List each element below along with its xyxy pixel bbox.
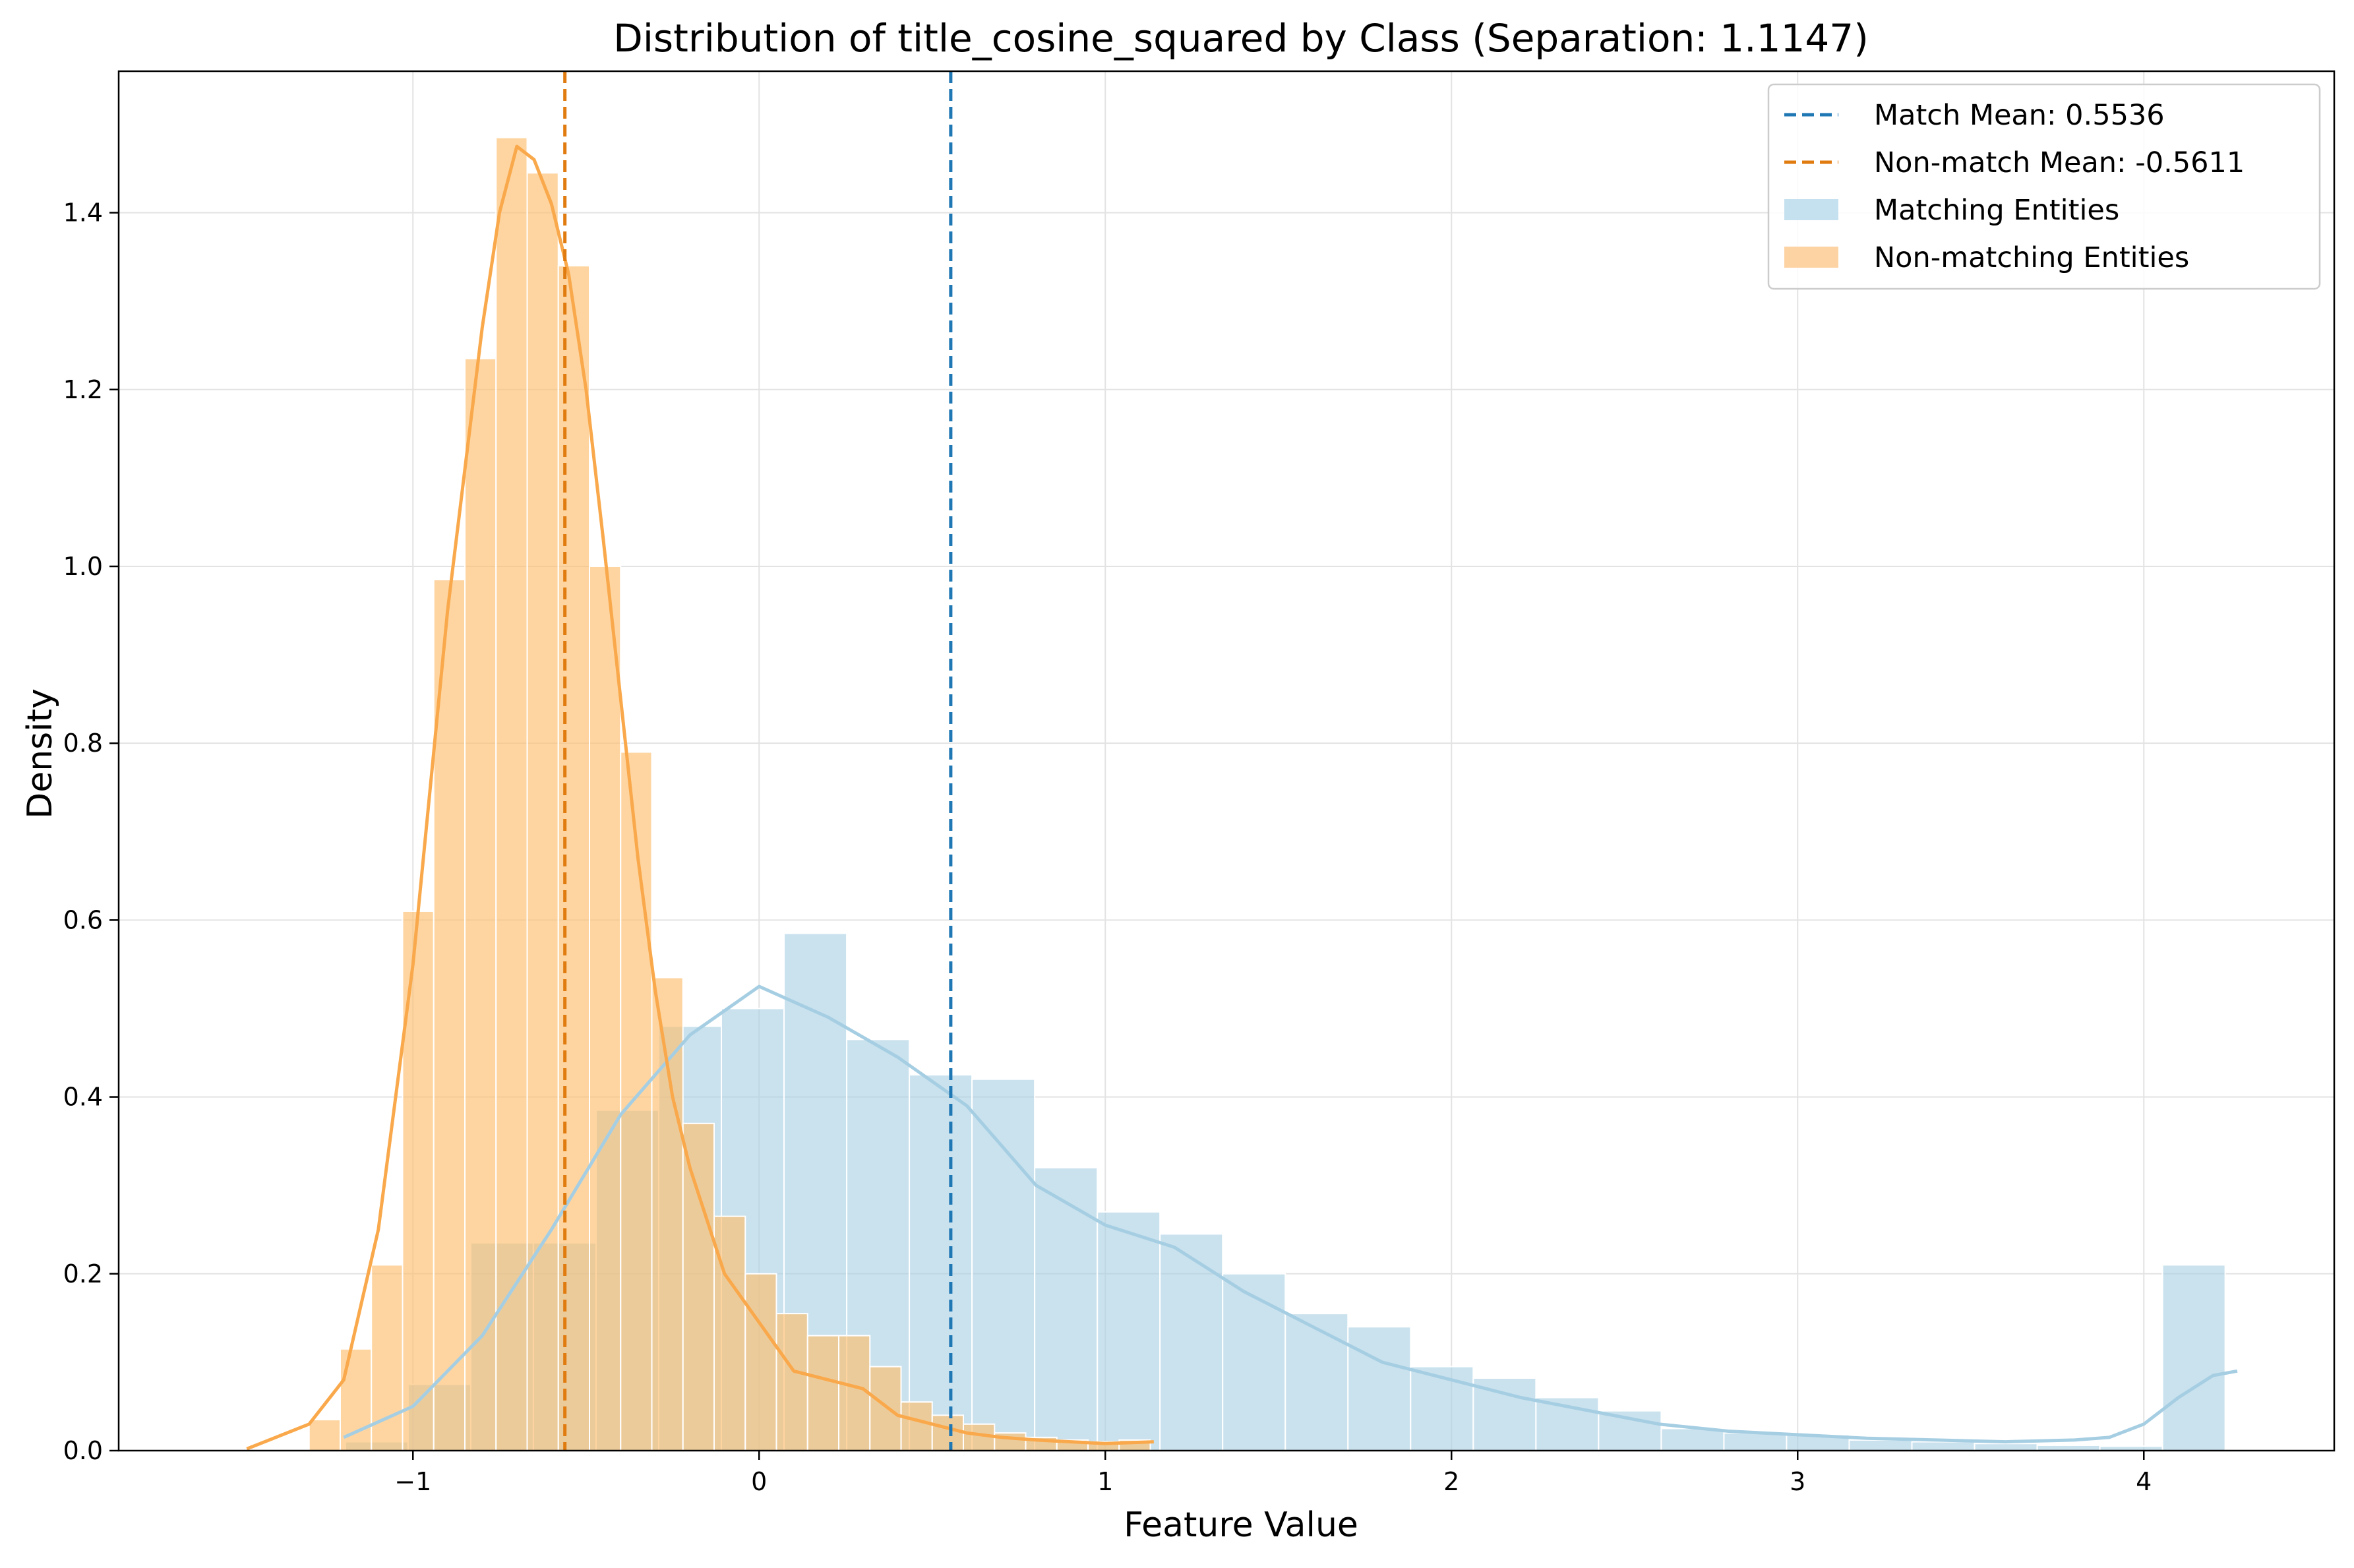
y-tick-label: 0.4 [63,1083,103,1112]
nonmatching-histogram-bar [433,579,466,1451]
matching-histogram-bar [1723,1432,1788,1451]
matching-kde-line [343,984,2238,1444]
y-tick-label: 0.8 [63,729,103,758]
nonmatching-histogram-bar [402,910,435,1451]
nonmatching-histogram-bar [838,1335,871,1451]
x-tick-label: 2 [1443,1467,1459,1496]
matching-histogram-bar [1974,1443,2038,1451]
nonmatching-histogram-bar [869,1366,902,1451]
y-axis-label: Density [20,688,60,819]
nonmatching-histogram-bar [775,1313,808,1451]
matching-histogram-bar [909,1074,973,1451]
matching-histogram-bar [1410,1366,1474,1451]
plot-area: −1 0 1 2 3 4 0.0 0.2 0.4 0.6 0.8 1.0 1.2 1.4 [63,70,2336,1496]
nonmatching-histogram-bar [495,136,528,1451]
nonmatching-histogram-bar [526,172,559,1451]
nonmatching-histogram-bar [464,357,497,1451]
x-axis-label: Feature Value [1124,1505,1358,1545]
matching-histogram-bar [1222,1273,1286,1451]
matching-histogram-bar [1598,1410,1662,1451]
plot-content [246,71,2238,1451]
nonmatching-histogram-bar [963,1423,996,1451]
y-tick-label: 0.6 [63,905,103,934]
nonmatching-histogram-bar [744,1273,777,1451]
x-tick-label: 1 [1097,1467,1113,1496]
matching-histogram-bar [971,1078,1036,1451]
nonmatching-histogram-bar [308,1419,341,1451]
nonmatching-histogram-bar [682,1122,715,1451]
legend-label: Matching Entities [1874,194,2119,227]
x-tick-label: 4 [2136,1467,2152,1496]
x-tick-label: 3 [1790,1467,1805,1496]
y-tick-label: 1.2 [63,375,103,404]
legend-patch-swatch [1784,247,1838,268]
y-tick-label: 0.0 [63,1436,103,1465]
matching-histogram-bar [1660,1428,1725,1451]
matching-histogram-bar [2161,1264,2226,1451]
axes-frame [117,70,2336,1452]
nonmatching-kde-line [246,144,1154,1451]
matching-histogram-bar [1472,1377,1537,1451]
legend: Match Mean: 0.5536 Non-match Mean: -0.561… [1767,83,2321,290]
y-tick-label: 1.4 [63,198,103,227]
chart-title: Distribution of title_cosine_squared by … [613,16,1869,61]
nonmatching-histogram-bar [900,1401,933,1451]
x-tick-label: −1 [394,1467,431,1496]
legend-label: Non-matching Entities [1874,241,2189,274]
matching-histogram-bar [1347,1326,1412,1451]
y-tick-label: 1.0 [63,552,103,581]
legend-patch-swatch [1784,199,1838,220]
nonmatching-histogram-bar [589,565,622,1451]
y-tick-label: 0.2 [63,1259,103,1288]
matching-histogram-bar [1034,1166,1099,1451]
legend-box [1767,83,2321,290]
matching-histogram-bar [1284,1313,1349,1451]
legend-label: Non-match Mean: -0.5611 [1874,146,2245,179]
legend-label: Match Mean: 0.5536 [1874,99,2165,132]
nonmatching-histogram-bar [557,265,590,1451]
x-tick-label: 0 [751,1467,767,1496]
nonmatching-histogram-bar [806,1335,839,1451]
matching-histogram-bar [1159,1233,1224,1451]
matching-histogram-bar [1097,1211,1161,1451]
matching-histogram-bar [1911,1441,1976,1451]
nonmatching-histogram-bar [620,751,653,1451]
nonmatching-histogram-bar [931,1414,964,1451]
matching-histogram-bar [1848,1439,1913,1451]
